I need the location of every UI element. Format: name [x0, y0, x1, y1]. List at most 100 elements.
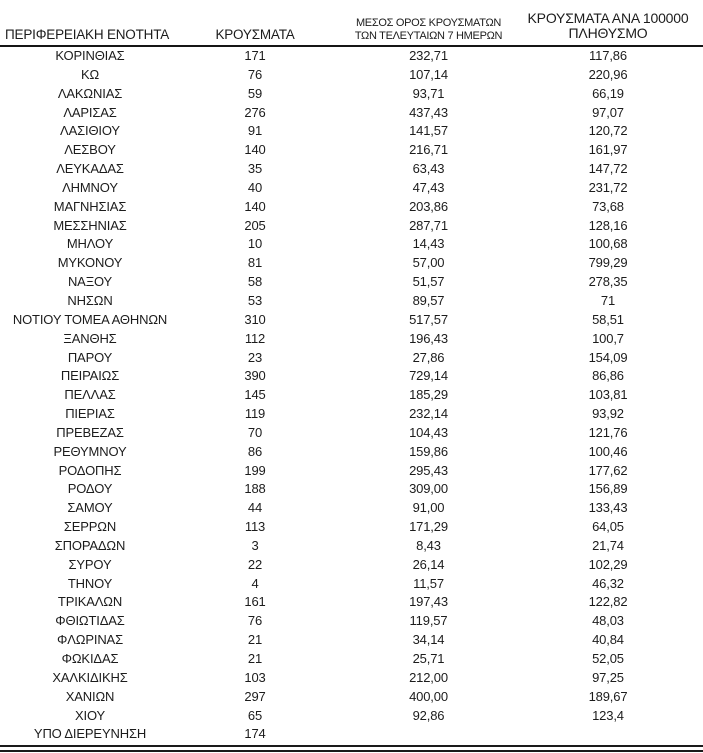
- cell-cases-per-100000: 97,07: [592, 104, 624, 120]
- cell-cases-per-100000: 73,68: [592, 198, 624, 214]
- cell-cases: 145: [244, 387, 266, 403]
- cell-7day-average: 119,57: [409, 613, 448, 629]
- cell-cases: 58: [247, 274, 263, 290]
- cell-cases: 81: [247, 255, 263, 271]
- cell-7day-average: 63,43: [412, 161, 445, 177]
- row-spacer: [689, 650, 703, 669]
- row-spacer: [689, 141, 703, 160]
- cell-region: ΡΟΔΟΥ: [67, 481, 113, 497]
- cell-7day-average: 26,14: [412, 556, 445, 572]
- table-bottom-double-rule: [0, 745, 703, 753]
- cell-cases: 76: [247, 613, 263, 629]
- table-row: ΧΙΟΥ 65 92,86 123,4: [0, 707, 703, 726]
- cell-cases-per-100000: 161,97: [588, 142, 628, 158]
- table-row: ΠΕΙΡΑΙΩΣ 390 729,14 86,86: [0, 367, 703, 386]
- cell-region: ΣΠΟΡΑΔΩΝ: [54, 537, 126, 553]
- cell-cases: 59: [247, 85, 263, 101]
- cell-7day-average: 104,43: [409, 424, 448, 440]
- cell-7day-average: 159,86: [409, 443, 448, 459]
- cell-cases-per-100000: 220,96: [588, 66, 628, 82]
- row-spacer: [689, 47, 703, 66]
- row-spacer: [689, 292, 703, 311]
- cell-cases: 35: [247, 161, 263, 177]
- cell-region: ΚΩ: [80, 66, 100, 82]
- cell-region: ΣΕΡΡΩΝ: [63, 519, 117, 535]
- cell-cases: 390: [244, 368, 266, 384]
- cell-region: ΜΑΓΝΗΣΙΑΣ: [53, 198, 127, 214]
- row-spacer: [689, 273, 703, 292]
- cell-cases-per-100000: 103,81: [588, 387, 628, 403]
- cell-region: ΠΕΛΛΑΣ: [64, 387, 116, 403]
- cell-cases: 21: [247, 651, 263, 666]
- row-spacer: [689, 122, 703, 141]
- cell-region: ΝΟΤΙΟΥ ΤΟΜΕΑ ΑΘΗΝΩΝ: [12, 311, 168, 327]
- row-spacer: [689, 669, 703, 688]
- cell-cases-per-100000: 66,19: [592, 85, 624, 101]
- cell-7day-average: 295,43: [409, 462, 448, 478]
- cell-region: ΛΕΥΚΑΔΑΣ: [56, 161, 124, 177]
- table-row: ΝΑΞΟΥ 58 51,57 278,35: [0, 273, 703, 292]
- cell-cases: 310: [244, 311, 266, 327]
- cell-region: ΥΠΟ ΔΙΕΡΕΥΝΗΣΗ: [33, 726, 147, 742]
- cell-cases-per-100000: 40,84: [592, 632, 624, 648]
- cell-region: ΝΗΣΩΝ: [67, 292, 113, 308]
- cell-region: ΦΩΚΙΔΑΣ: [61, 651, 119, 666]
- cell-cases: 161: [244, 594, 266, 610]
- cell-region: ΣΑΜΟΥ: [67, 500, 113, 516]
- cell-region: ΡΕΘΥΜΝΟΥ: [53, 443, 127, 459]
- cell-region: ΛΗΜΝΟΥ: [62, 179, 118, 195]
- cell-cases-per-100000: 231,72: [588, 179, 628, 195]
- row-spacer: [689, 85, 703, 104]
- cell-region: ΜΗΛΟΥ: [66, 236, 114, 252]
- cell-7day-average: 89,57: [412, 292, 445, 308]
- cell-cases: 297: [244, 688, 266, 704]
- row-spacer: [689, 443, 703, 462]
- cell-cases-per-100000: 147,72: [588, 161, 628, 177]
- cell-cases-per-100000: 123,4: [592, 707, 624, 723]
- row-spacer: [689, 593, 703, 612]
- cell-cases: 86: [247, 443, 263, 459]
- table-row: ΛΑΚΩΝΙΑΣ 59 93,71 66,19: [0, 85, 703, 104]
- cell-7day-average: 287,71: [409, 217, 448, 233]
- cell-cases-per-100000: 120,72: [588, 123, 628, 139]
- table-row: ΝΗΣΩΝ 53 89,57 71: [0, 292, 703, 311]
- cell-cases-per-100000: [527, 725, 689, 744]
- cell-cases-per-100000: 117,86: [589, 48, 627, 63]
- cell-cases-per-100000: 97,25: [592, 669, 624, 685]
- cell-7day-average: 141,57: [409, 123, 448, 139]
- cell-cases-per-100000: 156,89: [588, 481, 628, 497]
- cell-cases-per-100000: 71: [600, 292, 616, 308]
- cell-region: ΠΑΡΟΥ: [67, 349, 113, 365]
- table-row: ΤΡΙΚΑΛΩΝ 161 197,43 122,82: [0, 593, 703, 612]
- table-row: ΦΘΙΩΤΙΔΑΣ 76 119,57 48,03: [0, 612, 703, 631]
- cell-7day-average: 216,71: [409, 142, 448, 158]
- cell-7day-average: 47,43: [412, 179, 445, 195]
- cell-7day-average: 93,71: [412, 85, 445, 101]
- table-row: ΞΑΝΘΗΣ 112 196,43 100,7: [0, 330, 703, 349]
- row-spacer: [689, 725, 703, 744]
- cell-cases-per-100000: 93,92: [592, 406, 624, 422]
- cell-7day-average: 185,29: [409, 387, 448, 403]
- table-row: ΛΗΜΝΟΥ 40 47,43 231,72: [0, 179, 703, 198]
- row-spacer: [689, 66, 703, 85]
- cell-cases: 23: [247, 349, 263, 365]
- cell-7day-average: 57,00: [412, 255, 445, 271]
- cell-cases-per-100000: 86,86: [592, 368, 624, 384]
- table-row: ΛΑΡΙΣΑΣ 276 437,43 97,07: [0, 104, 703, 123]
- cell-7day-average: 212,00: [409, 669, 448, 685]
- cell-cases: 53: [247, 292, 263, 308]
- row-spacer: [689, 707, 703, 726]
- cell-7day-average: 8,43: [416, 537, 441, 553]
- row-spacer: [689, 575, 703, 594]
- column-header-cases-per-100000: ΚΡΟΥΣΜΑΤΑ ΑΝΑ 100000 ΠΛΗΘΥΣΜΟ: [527, 9, 689, 42]
- cell-region: ΛΑΣΙΘΙΟΥ: [60, 123, 120, 139]
- cell-cases: 113: [244, 519, 266, 535]
- cell-7day-average: 34,14: [412, 632, 445, 648]
- table-row: ΡΟΔΟΥ 188 309,00 156,89: [0, 480, 703, 499]
- row-spacer: [689, 367, 703, 386]
- cell-cases-per-100000: 21,74: [592, 537, 624, 553]
- table-row: ΣΑΜΟΥ 44 91,00 133,43: [0, 499, 703, 518]
- cell-cases-per-100000: 133,43: [588, 500, 628, 516]
- cell-cases: 10: [247, 236, 263, 252]
- cell-region: ΞΑΝΘΗΣ: [63, 330, 117, 346]
